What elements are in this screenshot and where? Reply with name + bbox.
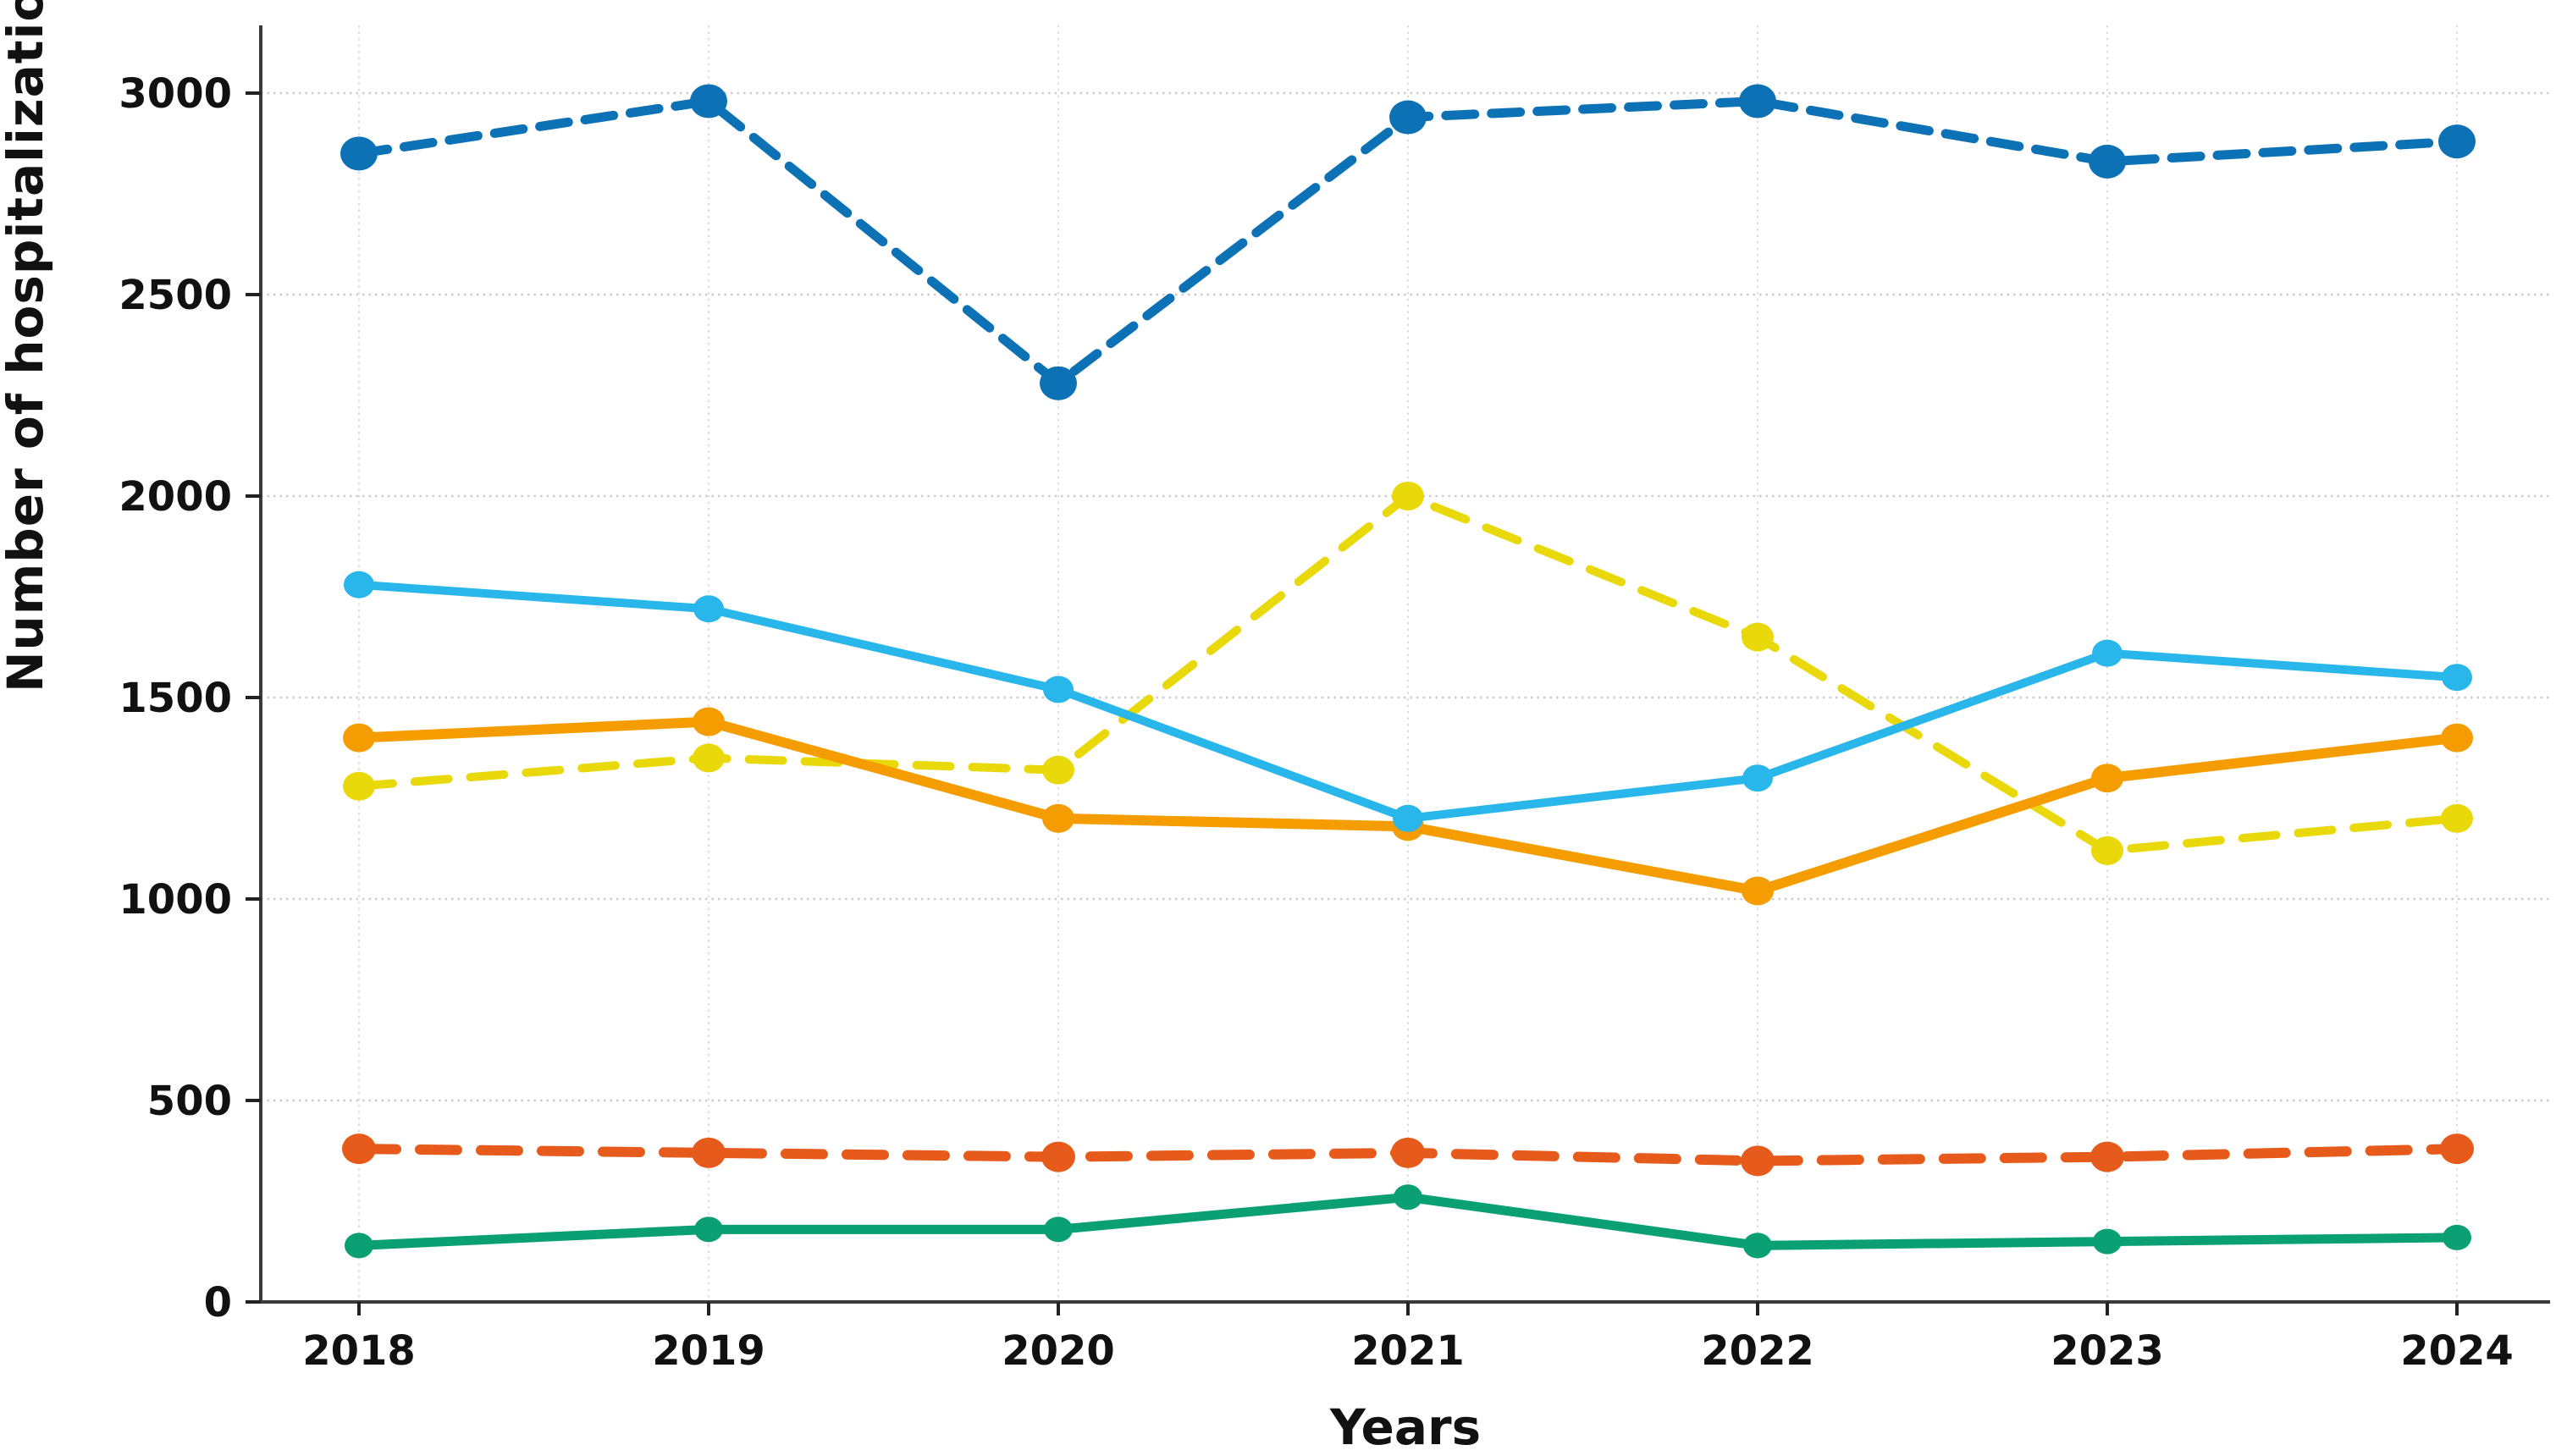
series-dark-blue-dashed-marker-2023	[2089, 144, 2126, 179]
x-axis-title: Years	[1329, 1398, 1482, 1456]
series-dark-blue-dashed-marker-2024	[2438, 124, 2476, 159]
series-green-solid-marker-2018	[345, 1233, 373, 1259]
y-tick-label-0: 0	[204, 1279, 232, 1326]
series-red-orange-dashed-marker-2019	[692, 1137, 726, 1168]
series-sky-blue-solid-marker-2021	[1393, 804, 1423, 832]
series-orange-solid-marker-2023	[2091, 764, 2123, 793]
x-tick-label-2023: 2023	[2051, 1327, 2164, 1375]
x-tick-label-2022: 2022	[1701, 1327, 1814, 1375]
series-dark-blue-dashed-marker-2020	[1040, 366, 1077, 400]
x-tick-label-2024: 2024	[2400, 1327, 2514, 1375]
series-red-orange-dashed-marker-2021	[1391, 1137, 1425, 1168]
series-yellow-dashed-marker-2021	[1392, 482, 1424, 510]
series-orange-solid-marker-2018	[343, 723, 375, 753]
series-yellow-dashed-marker-2022	[1742, 622, 1774, 652]
series-sky-blue-solid-marker-2019	[693, 595, 724, 623]
y-tick-label-1000: 1000	[119, 876, 232, 924]
y-tick-label-1500: 1500	[119, 675, 232, 722]
series-yellow-dashed-marker-2023	[2091, 836, 2123, 865]
y-tick-label-2500: 2500	[119, 272, 232, 319]
series-yellow-dashed-marker-2020	[1042, 755, 1074, 785]
series-orange-solid-marker-2020	[1042, 803, 1074, 833]
x-tick-label-2018: 2018	[302, 1327, 416, 1375]
series-green-solid-marker-2019	[694, 1216, 723, 1243]
y-tick-label-2000: 2000	[119, 473, 232, 521]
series-green-solid-marker-2021	[1394, 1184, 1422, 1211]
y-axis-title: Number of hospitalizations	[0, 0, 54, 692]
series-sky-blue-solid-marker-2024	[2442, 664, 2472, 692]
series-dark-blue-dashed-marker-2021	[1389, 100, 1427, 135]
series-red-orange-dashed-marker-2024	[2440, 1133, 2474, 1165]
series-sky-blue-solid-marker-2023	[2092, 639, 2123, 667]
series-red-orange-dashed-marker-2022	[1741, 1145, 1775, 1177]
series-yellow-dashed-marker-2019	[693, 743, 725, 773]
series-sky-blue-solid-marker-2020	[1043, 676, 1074, 703]
series-dark-blue-dashed-marker-2018	[340, 136, 378, 171]
y-tick-label-500: 500	[147, 1078, 232, 1125]
y-tick-label-3000: 3000	[119, 70, 232, 118]
series-sky-blue-solid-marker-2018	[344, 571, 374, 598]
x-tick-label-2020: 2020	[1002, 1327, 1115, 1375]
series-red-orange-dashed-marker-2018	[342, 1133, 376, 1165]
series-yellow-dashed-marker-2024	[2441, 803, 2473, 833]
series-orange-solid-marker-2022	[1742, 876, 1774, 906]
series-green-solid-marker-2022	[1743, 1233, 1772, 1259]
series-sky-blue-solid-marker-2022	[1742, 764, 1773, 792]
series-green-solid-marker-2020	[1044, 1216, 1073, 1243]
series-red-orange-dashed-marker-2020	[1041, 1141, 1075, 1172]
series-yellow-dashed-marker-2018	[343, 771, 375, 801]
x-tick-label-2021: 2021	[1351, 1327, 1465, 1375]
series-green-solid-marker-2023	[2093, 1228, 2122, 1255]
x-tick-label-2019: 2019	[652, 1327, 765, 1375]
series-orange-solid-marker-2024	[2441, 723, 2473, 753]
series-dark-blue-dashed-marker-2022	[1739, 84, 1776, 119]
series-dark-blue-dashed-marker-2019	[690, 84, 727, 119]
series-orange-solid-marker-2019	[693, 707, 725, 736]
series-green-solid-marker-2024	[2443, 1224, 2471, 1250]
series-red-orange-dashed-marker-2023	[2090, 1141, 2124, 1172]
